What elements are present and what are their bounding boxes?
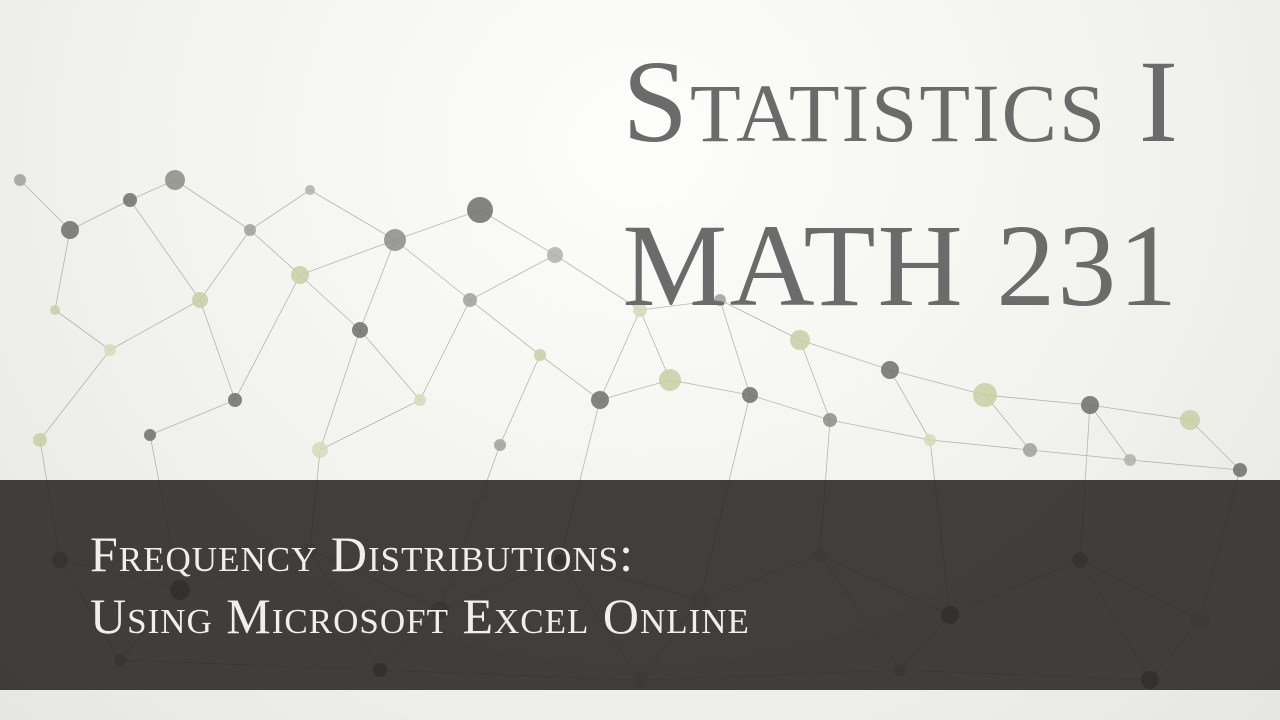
course-title-line-1: Statistics I [622,40,1180,164]
subtitle-line-1: Frequency Distributions: [90,523,1240,586]
subtitle-band: Frequency Distributions: Using Microsoft… [0,480,1280,690]
course-title-line-2: MATH 231 [622,204,1180,328]
subtitle-line-2: Using Microsoft Excel Online [90,585,1240,648]
course-title-block: Statistics I MATH 231 [622,40,1180,328]
